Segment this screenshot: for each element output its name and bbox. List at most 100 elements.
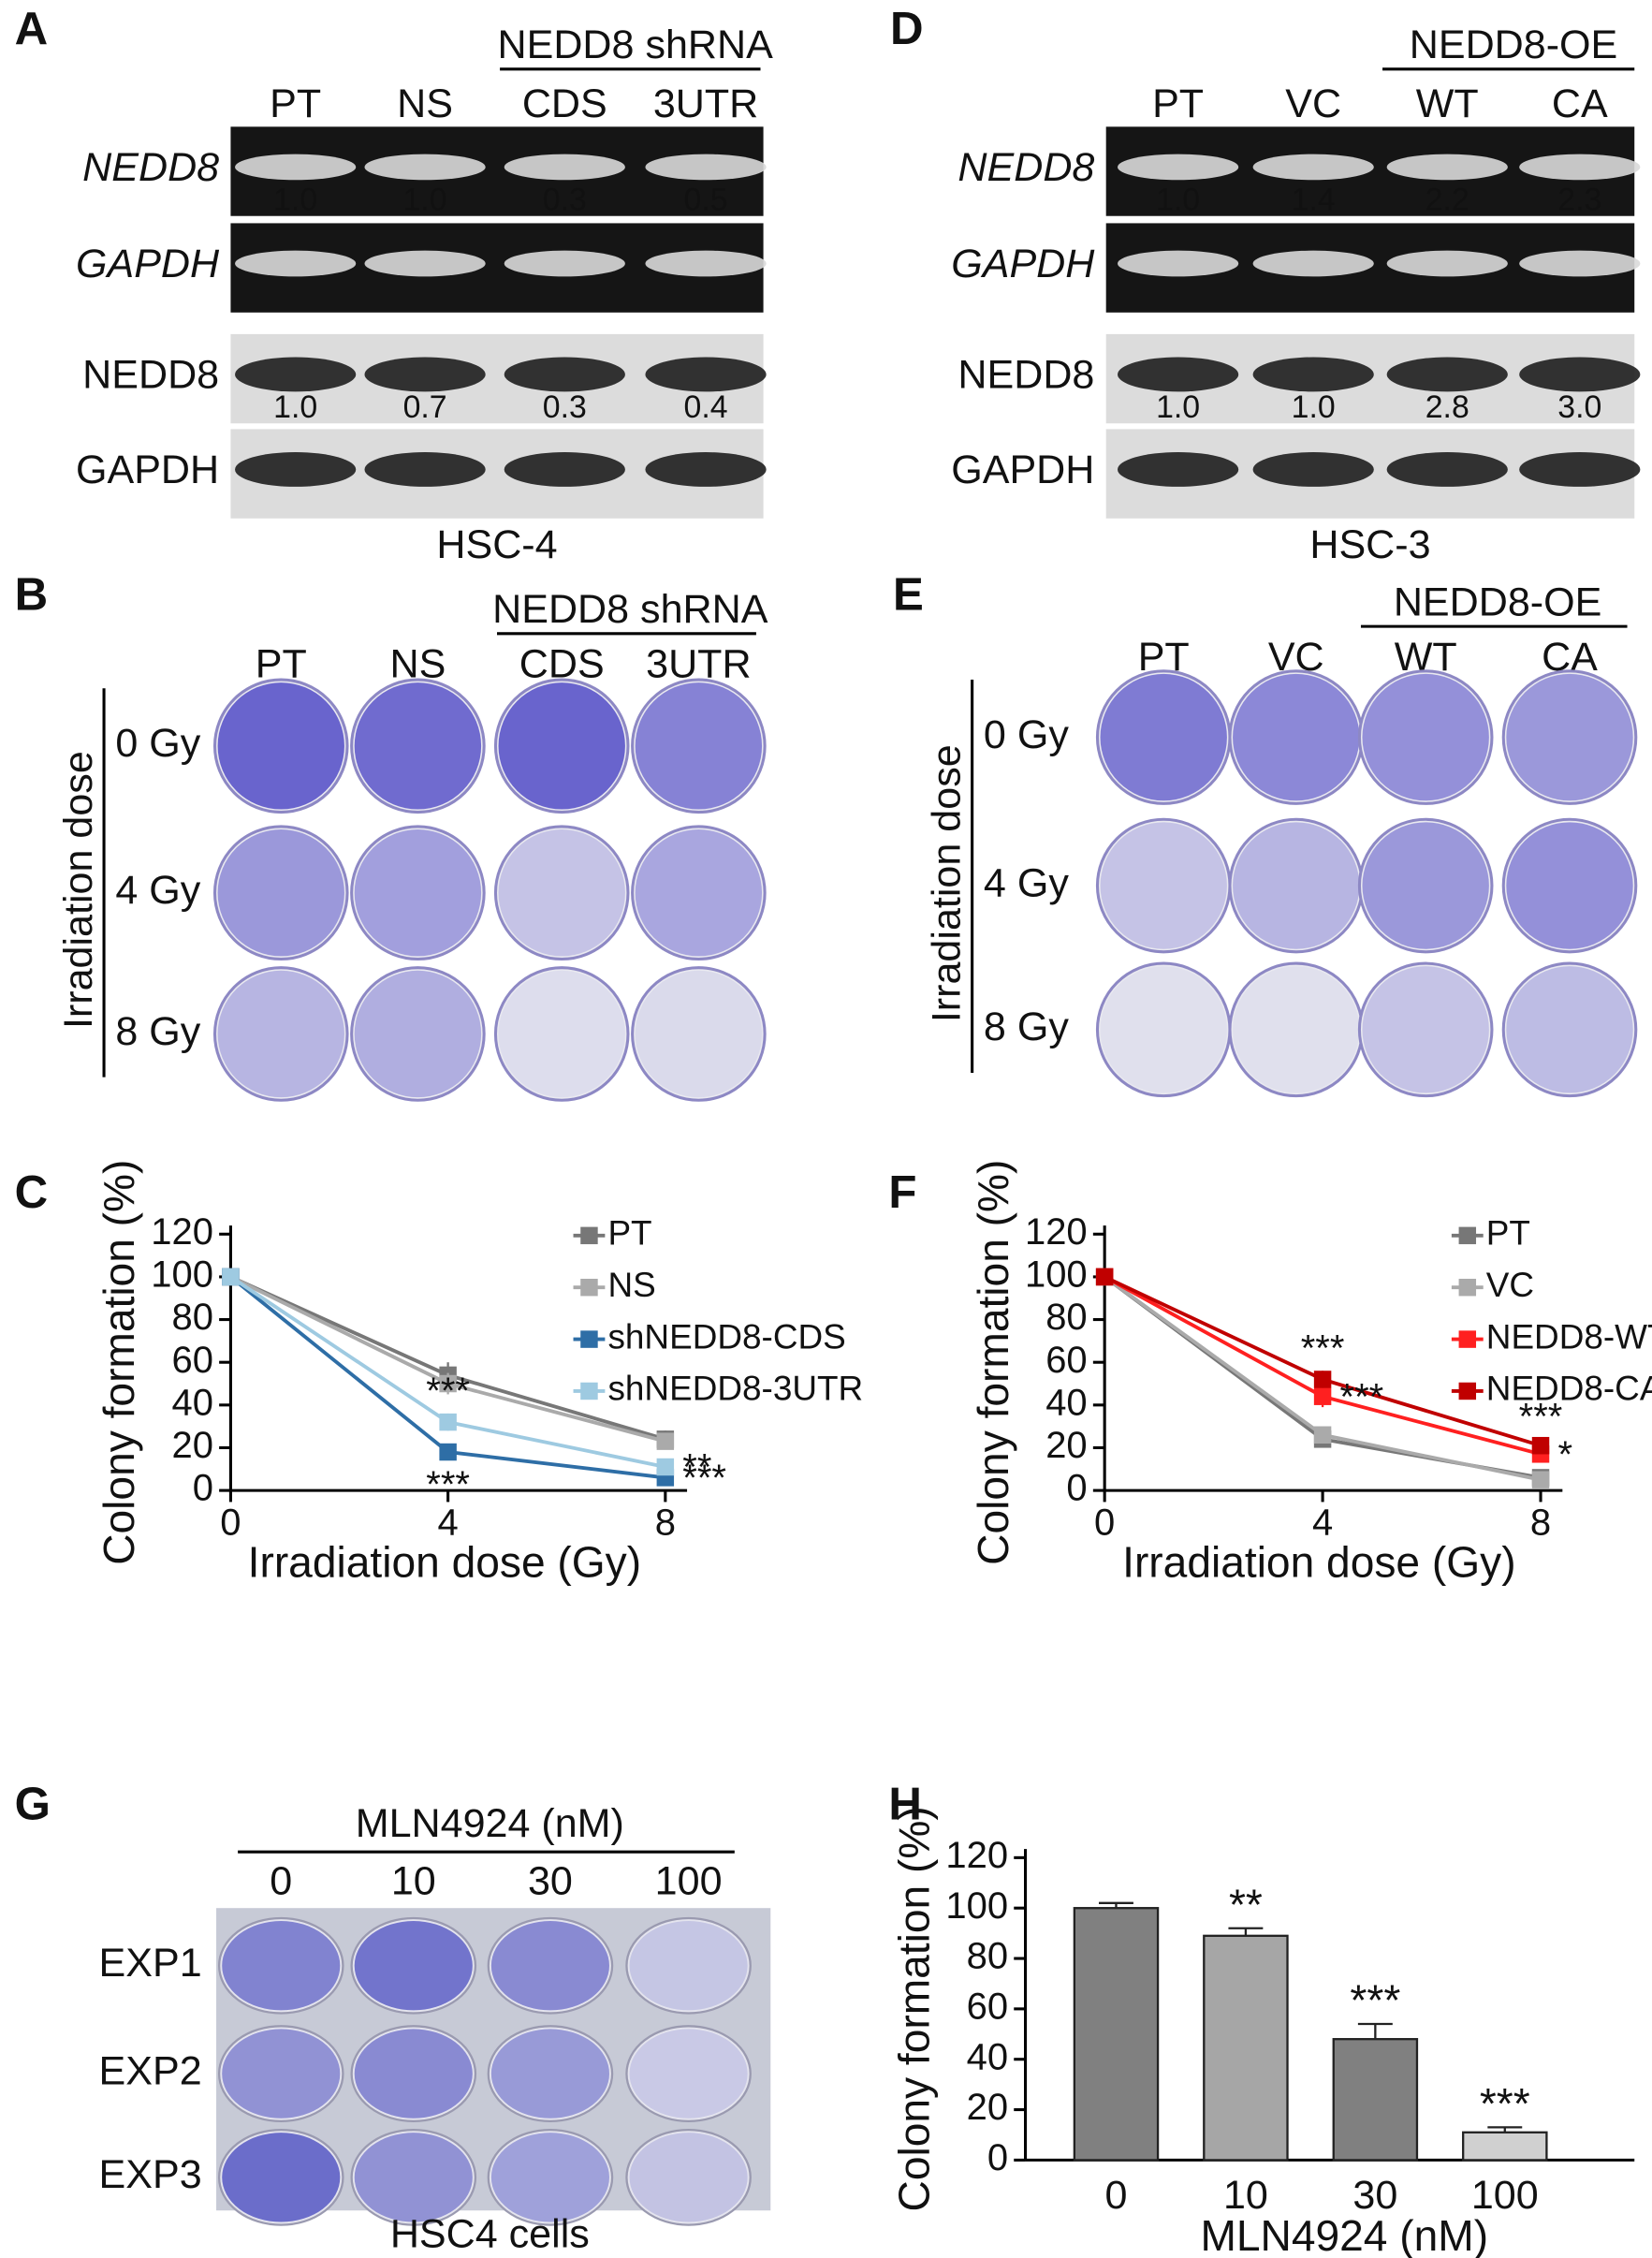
legend-marker [1458, 1382, 1477, 1400]
marker [1313, 1387, 1332, 1405]
band [364, 250, 486, 277]
panel-letter: D [890, 3, 924, 54]
y-tick-label: 20 [1045, 1425, 1087, 1466]
quant-label: 0.7 [403, 389, 447, 425]
x-axis-label: Irradiation dose (Gy) [248, 1537, 641, 1586]
plate-stain [1233, 822, 1360, 949]
marker [222, 1268, 240, 1286]
band [1117, 452, 1239, 487]
plate-stain [1506, 966, 1633, 1093]
quant-label: 2.2 [1425, 182, 1469, 217]
lane-label: NS [397, 81, 453, 126]
y-tick-label: 40 [1045, 1382, 1087, 1423]
legend-marker [1458, 1330, 1477, 1348]
lane-label: 3UTR [653, 81, 758, 126]
band [1252, 357, 1374, 392]
x-axis-label: Irradiation dose (Gy) [1122, 1537, 1515, 1586]
marker [656, 1458, 675, 1476]
lane-label: 10 [391, 1858, 436, 1903]
group-label: NEDD8 shRNA [492, 587, 768, 632]
plate [350, 966, 486, 1102]
legend-marker [1458, 1226, 1477, 1245]
bar [1332, 2038, 1419, 2162]
lane-label: VC [1285, 81, 1341, 126]
caption: HSC4 cells [390, 2211, 590, 2256]
dose-label: 4 Gy [984, 860, 1069, 905]
row-label: GAPDH [76, 242, 220, 286]
y-tick-label: 0 [987, 2137, 1008, 2178]
x-tick-label: 8 [655, 1503, 676, 1544]
panel-letter: G [15, 1779, 51, 1830]
y-tick-label: 60 [967, 1986, 1008, 2027]
panel-letter: F [888, 1166, 916, 1218]
panel-letter: A [15, 3, 49, 54]
plate-stain [217, 682, 344, 810]
band [1519, 250, 1641, 277]
band [1117, 357, 1239, 392]
annotation: *** [1350, 1976, 1400, 2025]
well [625, 2128, 752, 2226]
y-tick-label: 120 [1025, 1211, 1088, 1253]
plate [493, 966, 630, 1102]
x-tick-label: 10 [1223, 2173, 1268, 2218]
lane-label: PT [1152, 81, 1204, 126]
quant-label: 0.3 [543, 389, 587, 425]
plate [1501, 961, 1638, 1098]
y-tick-label: 20 [967, 2087, 1008, 2128]
band [235, 452, 357, 487]
plate-stain [1362, 966, 1489, 1093]
quant-label: 2.8 [1425, 389, 1469, 425]
band [1519, 357, 1641, 392]
y-tick-label: 60 [1045, 1340, 1087, 1381]
row-label: GAPDH [76, 447, 219, 492]
row-label: NEDD8 [82, 352, 219, 397]
y-tick-label: 0 [1066, 1468, 1087, 1509]
band [364, 357, 486, 392]
cell-line: HSC-3 [1309, 522, 1430, 567]
y-tick-label: 120 [945, 1835, 1008, 1876]
legend-label: shNEDD8-3UTR [607, 1370, 863, 1408]
marker [439, 1374, 457, 1393]
band [645, 154, 767, 181]
band [364, 452, 486, 487]
x-tick-label: 100 [1471, 2173, 1539, 2218]
lane-label: 100 [655, 1858, 723, 1903]
plate-stain [354, 829, 482, 957]
band [1117, 154, 1239, 181]
row-label: EXP1 [99, 1941, 202, 1986]
legend-marker [580, 1278, 598, 1297]
marker [439, 1413, 457, 1431]
plate [212, 966, 349, 1102]
dose-label: 0 Gy [984, 712, 1069, 757]
row-label: NEDD8 [958, 352, 1094, 397]
dose-label: 8 Gy [115, 1009, 200, 1054]
plate [493, 825, 630, 961]
legend-label: VC [1486, 1266, 1534, 1304]
legend-label: PT [1486, 1214, 1530, 1253]
y-tick-label: 100 [945, 1885, 1008, 1927]
annotation: *** [426, 1371, 470, 1412]
marker [439, 1443, 457, 1461]
lane-label: CDS [522, 81, 607, 126]
y-tick-label: 100 [1025, 1254, 1088, 1295]
plate-stain [354, 970, 482, 1098]
row-label: EXP2 [99, 2048, 202, 2093]
well-stain [354, 2029, 473, 2119]
annotation: *** [682, 1458, 726, 1499]
band [1519, 154, 1641, 181]
band [1519, 452, 1641, 487]
legend-label: PT [607, 1214, 651, 1253]
panel-letter: H [888, 1779, 922, 1830]
group-label: NEDD8-OE [1410, 22, 1618, 67]
plate-stain [1233, 966, 1360, 1093]
plate-stain [635, 970, 763, 1098]
plate-stain [354, 682, 482, 810]
plate-stain [1100, 673, 1227, 801]
x-tick-label: 30 [1352, 2173, 1397, 2218]
marker [1313, 1371, 1332, 1388]
quant-label: 1.0 [273, 389, 317, 425]
annotation: *** [1519, 1396, 1563, 1437]
plate-stain [1506, 673, 1633, 801]
band [364, 154, 486, 181]
